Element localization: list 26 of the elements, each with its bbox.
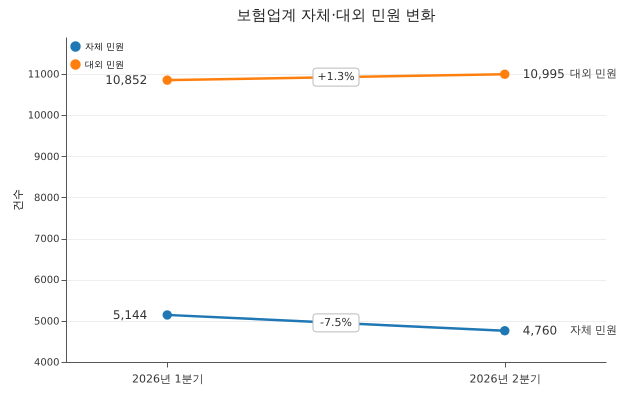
text: 자체 민원: [570, 324, 618, 337]
y-tick-label: 10000: [28, 110, 60, 122]
point: [500, 326, 510, 336]
y-tick-label: 6000: [34, 275, 60, 286]
text: 대외 민원: [570, 67, 618, 80]
annotation: +1.3%: [317, 70, 355, 84]
legend-label: 자체 민원: [85, 42, 124, 52]
point: [162, 75, 172, 85]
annotation: -7.5%: [320, 316, 352, 329]
x-tick-label: 2026년 1분기: [132, 372, 204, 386]
y-tick-label: 4000: [34, 358, 60, 368]
data-label: 10,852: [105, 73, 148, 88]
data-label: 4,760: [522, 324, 558, 338]
y-tick-label: 8000: [34, 192, 60, 204]
y-tick-label: 7000: [34, 234, 60, 246]
data-label: 5,144: [112, 308, 148, 322]
chart-title: 보험업계 자체·대외 민원 변화: [236, 6, 436, 24]
y-tick-label: 9000: [34, 152, 60, 163]
y-tick-label: 5000: [34, 316, 60, 328]
point: [500, 69, 510, 79]
legend-label: 대외 민원: [85, 60, 124, 70]
y-tick-label: 11000: [28, 70, 60, 81]
x-tick-label: 2026년 2분기: [470, 372, 541, 386]
point: [162, 310, 172, 320]
y-axis-title: 건수: [12, 189, 25, 211]
data-label: 10,995: [522, 67, 565, 82]
